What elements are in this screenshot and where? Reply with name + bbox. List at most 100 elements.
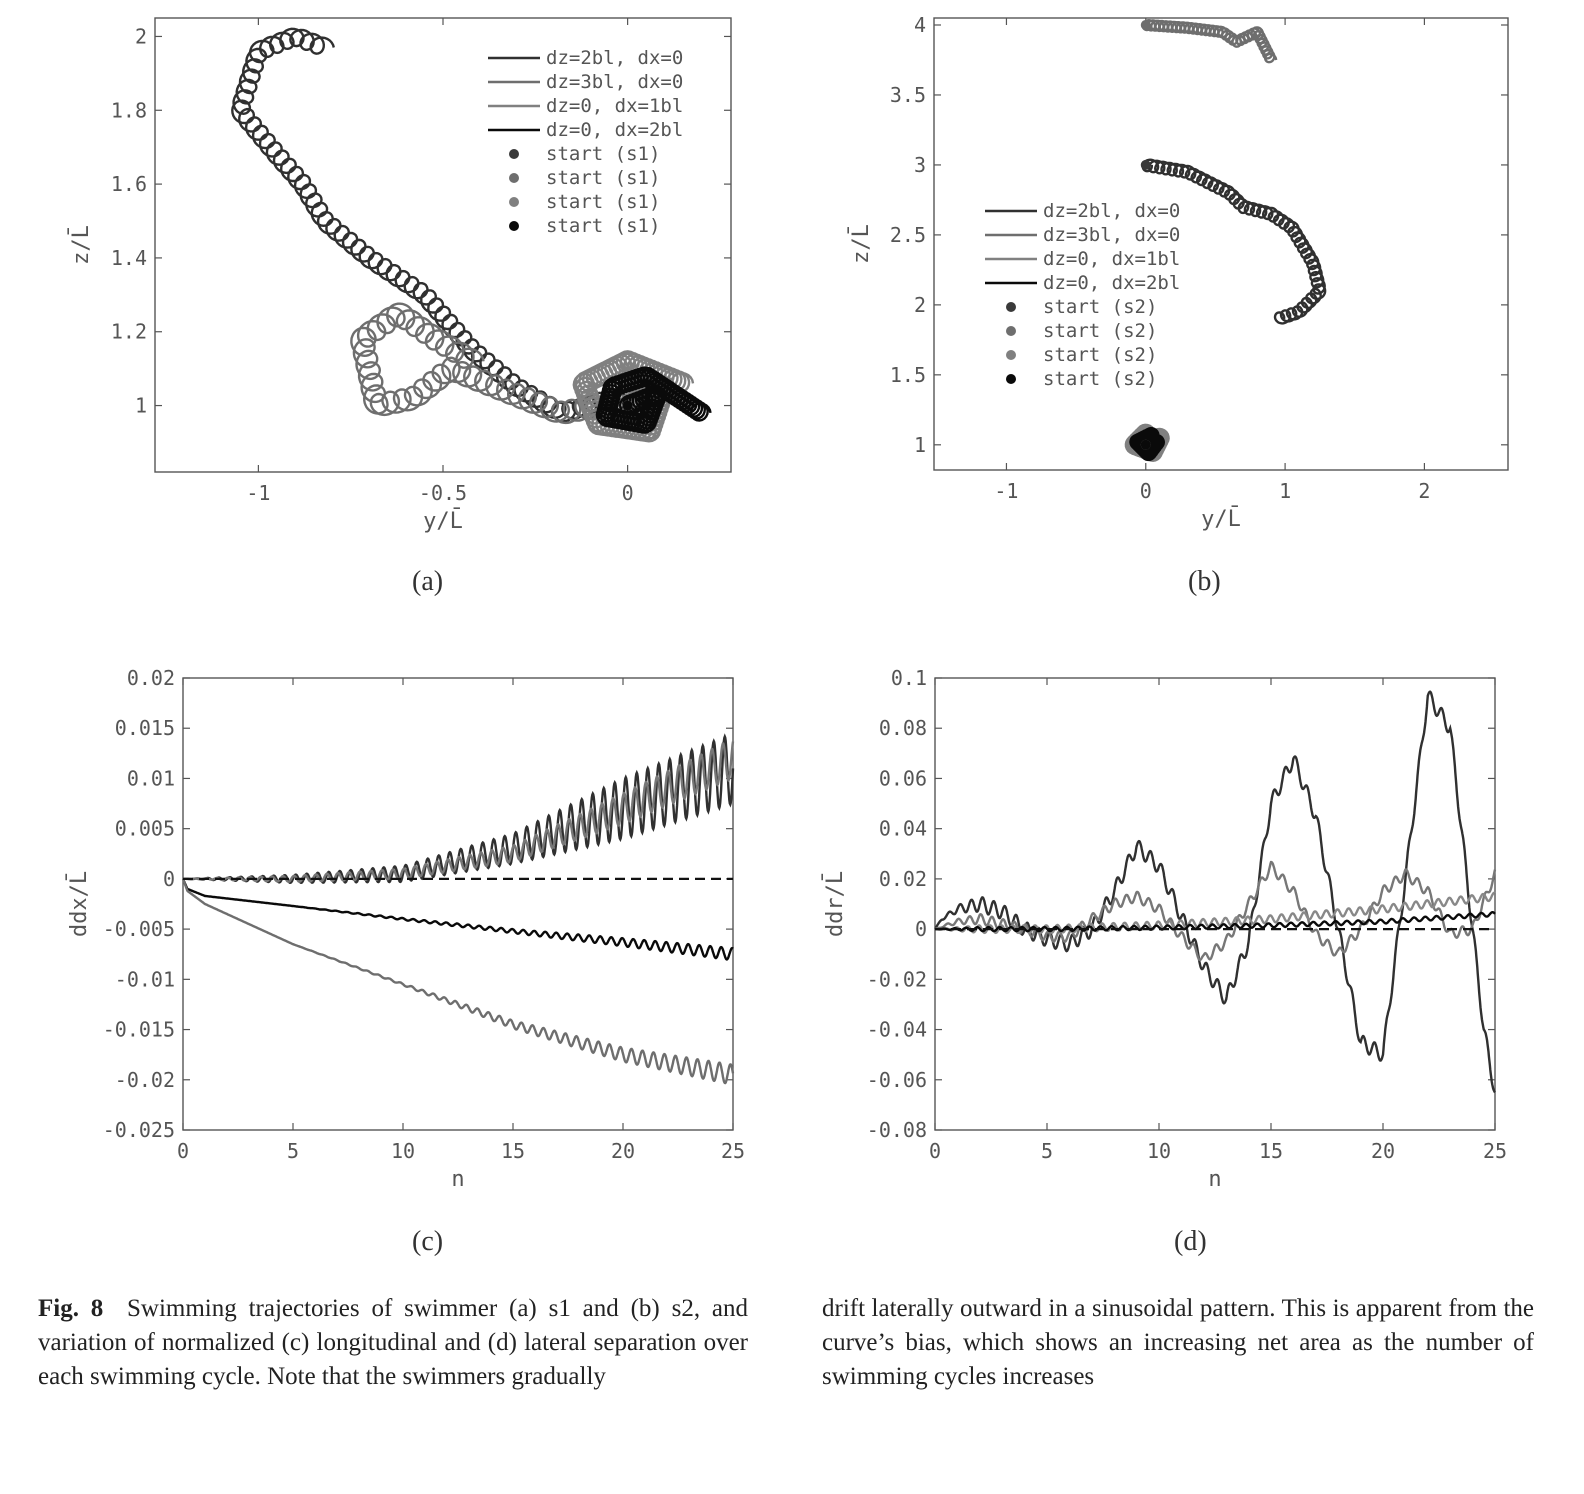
series-line-2	[1141, 18, 1278, 64]
y-tick-label: -0.005	[103, 917, 175, 941]
y-tick-label: 3	[914, 153, 926, 177]
series-line-4	[181, 878, 735, 1085]
sublabel-d: (d)	[1174, 1226, 1207, 1257]
y-tick-label: 0.06	[879, 766, 927, 790]
plot-frame	[934, 677, 1496, 1131]
legend-label: start (s2)	[1043, 368, 1157, 390]
legend-swatch-dot	[1006, 374, 1016, 384]
x-axis-label: n	[451, 1167, 464, 1192]
x-tick-label: 5	[1041, 1139, 1053, 1163]
y-axis-label: z/L̄	[68, 225, 94, 265]
legend-swatch-dot	[1006, 302, 1016, 312]
legend-label: start (s1)	[546, 167, 660, 189]
start-point-marker	[622, 400, 633, 411]
y-axis-label: z/L̄	[848, 224, 874, 264]
legend-label: start (s2)	[1043, 344, 1157, 366]
panel-b: -1 0 1 2 1 1.5 2 2.5 3 3.5 4 y/L̄ z/L̄ dz=2bl, dx=0 dz…	[830, 10, 1530, 540]
chart-b: -1 0 1 211.522.533.54y/L̄z/L̄dz=2bl, dx=0dz…	[848, 13, 1509, 532]
legend-swatch-dot	[509, 149, 519, 159]
y-tick-label: 0.015	[115, 716, 175, 740]
legend-swatch-dot	[509, 173, 519, 183]
caption-left-text: Swimming trajectories of swimmer (a) s1 …	[38, 1295, 749, 1390]
x-tick-label: 0	[177, 1139, 189, 1163]
sublabel-b: (b)	[1188, 566, 1221, 597]
x-tick-label: 25	[721, 1139, 745, 1163]
panel-a: -1 -0.5 0 1 1.2 1.4 1.6 1.8 2 y/L̄ z/L̄ dz=2bl, dx=…	[60, 10, 750, 540]
y-tick-label: -0.02	[115, 1068, 175, 1092]
y-tick-label: 2.5	[890, 223, 926, 247]
y-tick-label: 0.01	[127, 766, 175, 790]
y-tick-label: -0.06	[867, 1068, 927, 1092]
y-tick-label: 0.08	[879, 716, 927, 740]
legend-label: start (s1)	[546, 215, 660, 237]
x-tick-label: 0	[929, 1139, 941, 1163]
series-line-4	[1129, 426, 1166, 462]
series-line-4	[595, 366, 712, 434]
y-tick-label: -0.08	[867, 1118, 927, 1142]
series-line-1	[1141, 158, 1327, 325]
y-tick-label: 0.1	[891, 666, 927, 690]
y-tick-label: -0.04	[867, 1018, 927, 1042]
x-tick-label: 25	[1483, 1139, 1507, 1163]
y-tick-label: -0.01	[115, 967, 175, 991]
series-line-2	[183, 741, 735, 884]
x-axis-label: n	[1208, 1167, 1221, 1192]
x-tick-label: 1	[1279, 479, 1291, 503]
start-point-marker	[1140, 19, 1151, 30]
figure-label: Fig. 8	[38, 1295, 104, 1322]
panel-d: 0 5 10 15 20 25 -0.08 -0.06 -0.04 -0.02 0 0.02 0.04 0…	[820, 660, 1520, 1200]
x-tick-label: -0.5	[419, 481, 467, 505]
legend-label: start (s1)	[546, 143, 660, 165]
y-tick-label: -0.025	[103, 1118, 175, 1142]
y-tick-label: 2	[914, 293, 926, 317]
y-axis-label: ddr/L̄	[822, 871, 848, 937]
x-tick-label: 0	[622, 481, 634, 505]
x-tick-label: 20	[611, 1139, 635, 1163]
chart-a: -1 -0.5 0 1 1.2 1.4 1.6 1.8 2 y/L̄ z/L̄ dz=2bl, dx=…	[68, 17, 732, 534]
y-tick-label: 4	[914, 13, 926, 37]
y-tick-label: -0.02	[867, 967, 927, 991]
x-tick-label: 10	[1147, 1139, 1171, 1163]
x-axis-label: y/L̄	[1201, 506, 1241, 532]
y-tick-label: 2	[135, 24, 147, 48]
legend-label: dz=2bl, dx=0	[1043, 200, 1180, 222]
series-line-2	[934, 860, 1497, 962]
sublabel-c: (c)	[412, 1226, 444, 1257]
caption-right-text: drift laterally outward in a sinusoidal …	[822, 1295, 1534, 1390]
series-line-3	[181, 878, 734, 961]
legend-label: start (s2)	[1043, 296, 1157, 318]
legend-swatch-dot	[509, 221, 519, 231]
plot-frame	[182, 677, 734, 1131]
y-tick-label: 3.5	[890, 83, 926, 107]
legend-label: dz=0, dx=1bl	[546, 95, 683, 117]
y-tick-label: 0.005	[115, 817, 175, 841]
y-tick-label: 1.8	[111, 98, 147, 122]
x-tick-label: 10	[391, 1139, 415, 1163]
x-tick-label: 0	[1140, 479, 1152, 503]
figure-caption-right: drift laterally outward in a sinusoidal …	[822, 1292, 1534, 1394]
y-tick-label: 1	[135, 394, 147, 418]
legend-label: dz=0, dx=2bl	[546, 119, 683, 141]
legend-label: dz=3bl, dx=0	[1043, 224, 1180, 246]
legend-label: dz=3bl, dx=0	[546, 71, 683, 93]
y-tick-label: -0.015	[103, 1018, 175, 1042]
y-tick-label: 1.2	[111, 320, 147, 344]
legend-label: start (s1)	[546, 191, 660, 213]
x-tick-label: -1	[246, 481, 270, 505]
panel-c: 0 5 10 15 20 25 -0.025 -0.02 -0.015 -0.01 -0.005 0 0…	[60, 660, 760, 1200]
x-tick-label: 5	[287, 1139, 299, 1163]
y-tick-label: 0.04	[879, 817, 927, 841]
x-tick-label: 15	[1259, 1139, 1283, 1163]
y-tick-label: 0.02	[879, 867, 927, 891]
chart-c: 0 5 10 15 20 25 -0.025 -0.02 -0.015 -0.01 -0.005 0 0…	[66, 666, 745, 1192]
x-tick-label: -1	[994, 479, 1018, 503]
legend-swatch-dot	[1006, 350, 1016, 360]
legend-label: dz=0, dx=1bl	[1043, 248, 1180, 270]
y-tick-label: 1.5	[890, 363, 926, 387]
chart-d: 0 5 10 15 20 25 -0.08 -0.06 -0.04 -0.02 0 0.02 0.04 0…	[822, 666, 1507, 1192]
y-tick-label: 1.4	[111, 246, 147, 270]
sublabel-a: (a)	[412, 566, 444, 597]
y-tick-label: 0	[163, 867, 175, 891]
legend-label: dz=0, dx=2bl	[1043, 272, 1180, 294]
x-tick-label: 2	[1418, 479, 1430, 503]
